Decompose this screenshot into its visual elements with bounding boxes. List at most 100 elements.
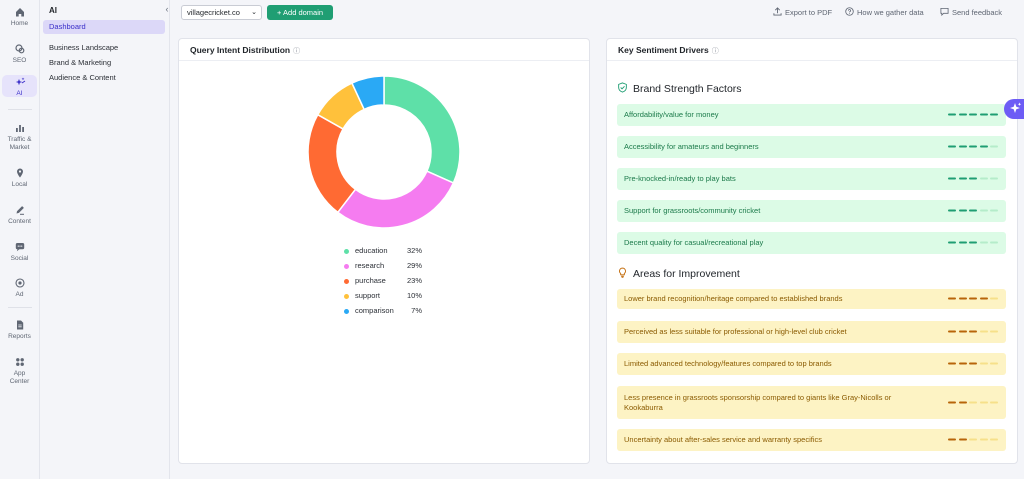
- strength-factor-5: Decent quality for casual/recreational p…: [617, 232, 1006, 254]
- donut-slice-comparison[interactable]: [350, 75, 385, 111]
- rail-reports[interactable]: Reports: [2, 318, 37, 349]
- domain-value: villagecricket.co: [187, 8, 240, 17]
- level-segment: [948, 209, 956, 212]
- driver-text: Pre-knocked-in/ready to play bats: [624, 174, 736, 183]
- level-segment: [948, 362, 956, 365]
- rail-local[interactable]: Local: [2, 166, 37, 188]
- legend-item-purchase[interactable]: purchase 23%: [344, 276, 434, 286]
- legend-item-support[interactable]: support 10%: [344, 291, 434, 301]
- seo-icon: [14, 44, 24, 54]
- legend-label: purchase: [355, 276, 386, 285]
- export-pdf-button[interactable]: Export to PDF: [773, 7, 832, 18]
- level-segment: [948, 330, 956, 333]
- info-icon[interactable]: ⓘ: [711, 48, 719, 55]
- rail-divider: [8, 307, 32, 308]
- level-segment: [990, 362, 998, 365]
- rail-local-label: Local: [11, 181, 28, 188]
- level-segment: [948, 438, 956, 441]
- collapse-sidebar-icon[interactable]: ‹: [165, 4, 169, 14]
- legend-item-education[interactable]: education 32%: [344, 246, 434, 256]
- rail-social-label: Social: [10, 255, 29, 262]
- improvement-area-4: Less presence in grassroots sponsorship …: [617, 386, 1006, 419]
- rail-traffic[interactable]: Traffic & Market: [2, 121, 37, 152]
- sidebar-item-business-landscape[interactable]: Business Landscape: [49, 43, 119, 52]
- rail-ai[interactable]: AI: [2, 75, 37, 97]
- improvement-area-3: Limited advanced technology/features com…: [617, 353, 1006, 375]
- rail-home-label: Home: [10, 20, 29, 27]
- sidebar-item-audience-content[interactable]: Audience & Content: [49, 73, 116, 82]
- improvement-heading: Areas for Improvement: [617, 267, 740, 280]
- level-segment: [979, 145, 988, 148]
- level-segment: [990, 113, 998, 116]
- level-segment: [948, 177, 956, 180]
- feedback-label: Send feedback: [952, 8, 1003, 17]
- domain-select[interactable]: villagecricket.co ⌄: [181, 5, 262, 20]
- level-segment: [979, 209, 988, 212]
- level-segment: [990, 297, 998, 300]
- driver-text: Uncertainty about after-sales service an…: [624, 435, 823, 444]
- legend-value: 29%: [406, 261, 422, 270]
- level-segment: [969, 438, 977, 441]
- icon-rail: Home SEO AI Traffic & Market Local Content Soc…: [0, 0, 40, 479]
- home-icon: [15, 8, 24, 17]
- legend-swatch: [344, 248, 349, 254]
- rail-ad[interactable]: Ad: [2, 276, 37, 298]
- improvement-area-2: Perceived as less suitable for professio…: [617, 321, 1006, 343]
- legend-value: 23%: [406, 276, 422, 285]
- level-segment: [948, 297, 956, 300]
- brand-strength-heading: Brand Strength Factors: [617, 82, 742, 95]
- rail-seo[interactable]: SEO: [2, 42, 37, 64]
- ai-assistant-button[interactable]: [1004, 99, 1024, 119]
- level-segment: [948, 241, 956, 244]
- driver-text: Less presence in grassroots sponsorship …: [624, 392, 892, 412]
- rail-seo-label: SEO: [12, 57, 27, 64]
- level-segment: [979, 297, 988, 300]
- level-segment: [979, 113, 988, 116]
- level-segment: [958, 113, 967, 116]
- rail-appcenter[interactable]: App Center: [2, 355, 37, 386]
- rail-content[interactable]: Content: [2, 203, 37, 234]
- rail-social[interactable]: Social: [2, 240, 37, 262]
- driver-text: Limited advanced technology/features com…: [624, 359, 832, 368]
- level-segment: [990, 209, 998, 212]
- help-circle-icon: [845, 7, 854, 16]
- level-segment: [990, 241, 998, 244]
- level-segment: [958, 241, 967, 244]
- legend-item-research[interactable]: research 29%: [344, 261, 434, 271]
- legend-swatch: [344, 278, 349, 284]
- sentiment-drivers-title: Key Sentiment Drivers ⓘ: [618, 45, 719, 56]
- level-segment: [958, 438, 967, 441]
- add-domain-button[interactable]: + Add domain: [267, 5, 333, 20]
- rail-home[interactable]: Home: [2, 5, 37, 27]
- driver-text: Accessibility for amateurs and beginners: [624, 142, 759, 151]
- donut-slice-education[interactable]: [383, 75, 461, 184]
- driver-text: Perceived as less suitable for professio…: [624, 327, 847, 336]
- sidebar-item-brand-marketing[interactable]: Brand & Marketing: [49, 58, 112, 67]
- level-segment: [990, 330, 998, 333]
- info-icon[interactable]: ⓘ: [293, 48, 301, 55]
- strength-factor-2: Accessibility for amateurs and beginners: [617, 136, 1006, 158]
- legend-value: 32%: [406, 246, 422, 255]
- donut-slice-purchase[interactable]: [307, 113, 357, 214]
- how-we-gather-data-button[interactable]: How we gather data: [845, 7, 924, 18]
- chevron-down-icon: ⌄: [251, 9, 257, 16]
- legend-item-comparison[interactable]: comparison 7%: [344, 306, 434, 316]
- level-segment: [969, 297, 977, 300]
- plus-icon: +: [276, 8, 282, 17]
- add-domain-label: Add domain: [283, 8, 324, 17]
- level-segment: [979, 177, 988, 180]
- driver-strength-meter: [948, 330, 1000, 334]
- pencil-icon: [16, 206, 24, 215]
- sidebar-item-dashboard[interactable]: Dashboard: [43, 20, 165, 34]
- legend-value: 10%: [406, 291, 422, 300]
- document-icon: [16, 320, 23, 330]
- donut-slice-research[interactable]: [336, 170, 455, 229]
- query-intent-card: Query Intent Distribution ⓘ: [178, 38, 590, 464]
- driver-strength-meter: [948, 241, 1000, 245]
- rail-divider: [8, 109, 32, 110]
- card-divider: [607, 60, 1017, 61]
- legend-label: research: [355, 261, 385, 270]
- level-segment: [958, 401, 967, 403]
- send-feedback-button[interactable]: Send feedback: [940, 7, 1002, 18]
- chat-bubble-icon: [15, 243, 24, 252]
